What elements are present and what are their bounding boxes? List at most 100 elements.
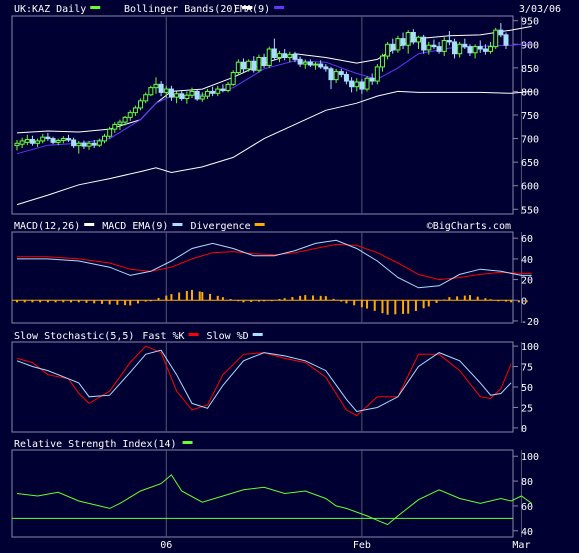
candle-body — [256, 56, 262, 71]
candle-body — [210, 90, 216, 94]
candle-body — [457, 43, 463, 55]
candle-body — [421, 36, 427, 51]
divergence-bar — [463, 295, 466, 301]
divergence-bar — [77, 300, 80, 303]
divergence-bar — [257, 300, 260, 302]
divergence-bar — [510, 300, 513, 303]
y-tick-label: 650 — [521, 158, 539, 169]
candle-body — [179, 93, 185, 99]
candle-body — [313, 63, 319, 66]
divergence-bar — [407, 300, 410, 314]
candle-body — [503, 34, 509, 46]
divergence-bar — [497, 300, 500, 302]
divergence-bar — [394, 300, 397, 315]
candle-body — [138, 100, 144, 109]
divergence-bar — [242, 300, 245, 303]
legend-swatch — [242, 6, 253, 9]
candle-body — [385, 43, 391, 57]
candle-body — [127, 112, 133, 118]
candle-body — [266, 48, 272, 66]
divergence-bar — [170, 294, 173, 301]
divergence-bar — [31, 300, 34, 303]
candle-body — [359, 81, 365, 90]
candle-body — [76, 142, 82, 147]
divergence-bar — [443, 299, 446, 301]
divergence-bar — [484, 298, 487, 301]
divergence-bar — [448, 297, 451, 301]
y-tick-label: 950 — [521, 17, 539, 28]
divergence-bar — [304, 295, 307, 301]
panel-frame — [11, 15, 514, 215]
stochastic-legend-swatch — [252, 333, 263, 336]
candle-body — [338, 71, 344, 75]
divergence-bar — [198, 291, 201, 301]
macd-legend-swatch — [172, 223, 183, 226]
legend-label: UK:KAZ Daily — [14, 4, 86, 15]
divergence-bar — [116, 300, 119, 305]
y-tick-label: 0 — [521, 424, 527, 435]
candle-body — [40, 136, 46, 142]
x-tick-label: Mar — [512, 540, 530, 551]
candle-body — [431, 44, 437, 48]
candle-body — [472, 46, 478, 54]
legend-swatch — [90, 6, 101, 9]
divergence-bar — [93, 300, 96, 304]
panel-frame — [11, 231, 514, 324]
divergence-bar — [263, 300, 266, 302]
y-tick-label: 50 — [521, 383, 533, 394]
candle-body — [168, 88, 174, 98]
divergence-bar — [340, 300, 343, 302]
candle-body — [390, 43, 396, 51]
candle-body — [194, 90, 200, 100]
candle-body — [29, 139, 35, 144]
y-tick-label: 700 — [521, 135, 539, 146]
candle-body — [35, 140, 41, 144]
candle-body — [369, 77, 375, 82]
divergence-bar — [144, 300, 147, 302]
y-tick-label: 80 — [521, 477, 533, 488]
macd-legend-label: MACD(12,26) — [14, 221, 80, 232]
divergence-bar — [46, 300, 49, 303]
candle-body — [482, 48, 488, 52]
divergence-bar — [270, 300, 273, 302]
candle-body — [71, 139, 77, 147]
y-tick-label: 40 — [521, 255, 533, 266]
candle-body — [410, 32, 416, 43]
candle-body — [122, 116, 128, 123]
rsi-legend-swatch — [182, 441, 193, 444]
candle-body — [246, 60, 252, 70]
candle-body — [235, 61, 241, 74]
y-tick-label: 60 — [521, 234, 533, 245]
divergence-bar — [435, 300, 438, 303]
candle-body — [225, 83, 231, 91]
candle-body — [441, 40, 447, 52]
divergence-bar — [39, 300, 42, 303]
candle-body — [379, 55, 385, 68]
divergence-bar — [386, 300, 389, 315]
y-tick-label: 900 — [521, 40, 539, 51]
divergence-bar — [319, 295, 322, 301]
candle-body — [415, 36, 421, 43]
divergence-bar — [23, 300, 26, 303]
candle-body — [81, 142, 87, 147]
candle-body — [55, 139, 61, 143]
divergence-bar — [283, 298, 286, 301]
legend-swatch — [274, 6, 285, 9]
y-tick-label: 850 — [521, 64, 539, 75]
stochastic-legend-swatch — [188, 333, 199, 336]
fast-k-line — [16, 345, 512, 417]
candle-body — [307, 61, 313, 66]
divergence-bar — [250, 300, 253, 302]
y-tick-label: 20 — [521, 276, 533, 287]
divergence-bar — [129, 300, 132, 306]
divergence-bar — [414, 300, 417, 311]
divergence-bar — [353, 300, 356, 306]
bollinger-lower-line — [16, 90, 532, 206]
divergence-bar — [422, 300, 425, 309]
candle-body — [148, 87, 154, 96]
candle-body — [488, 46, 494, 52]
divergence-bar — [381, 300, 384, 314]
candle-body — [333, 71, 339, 81]
